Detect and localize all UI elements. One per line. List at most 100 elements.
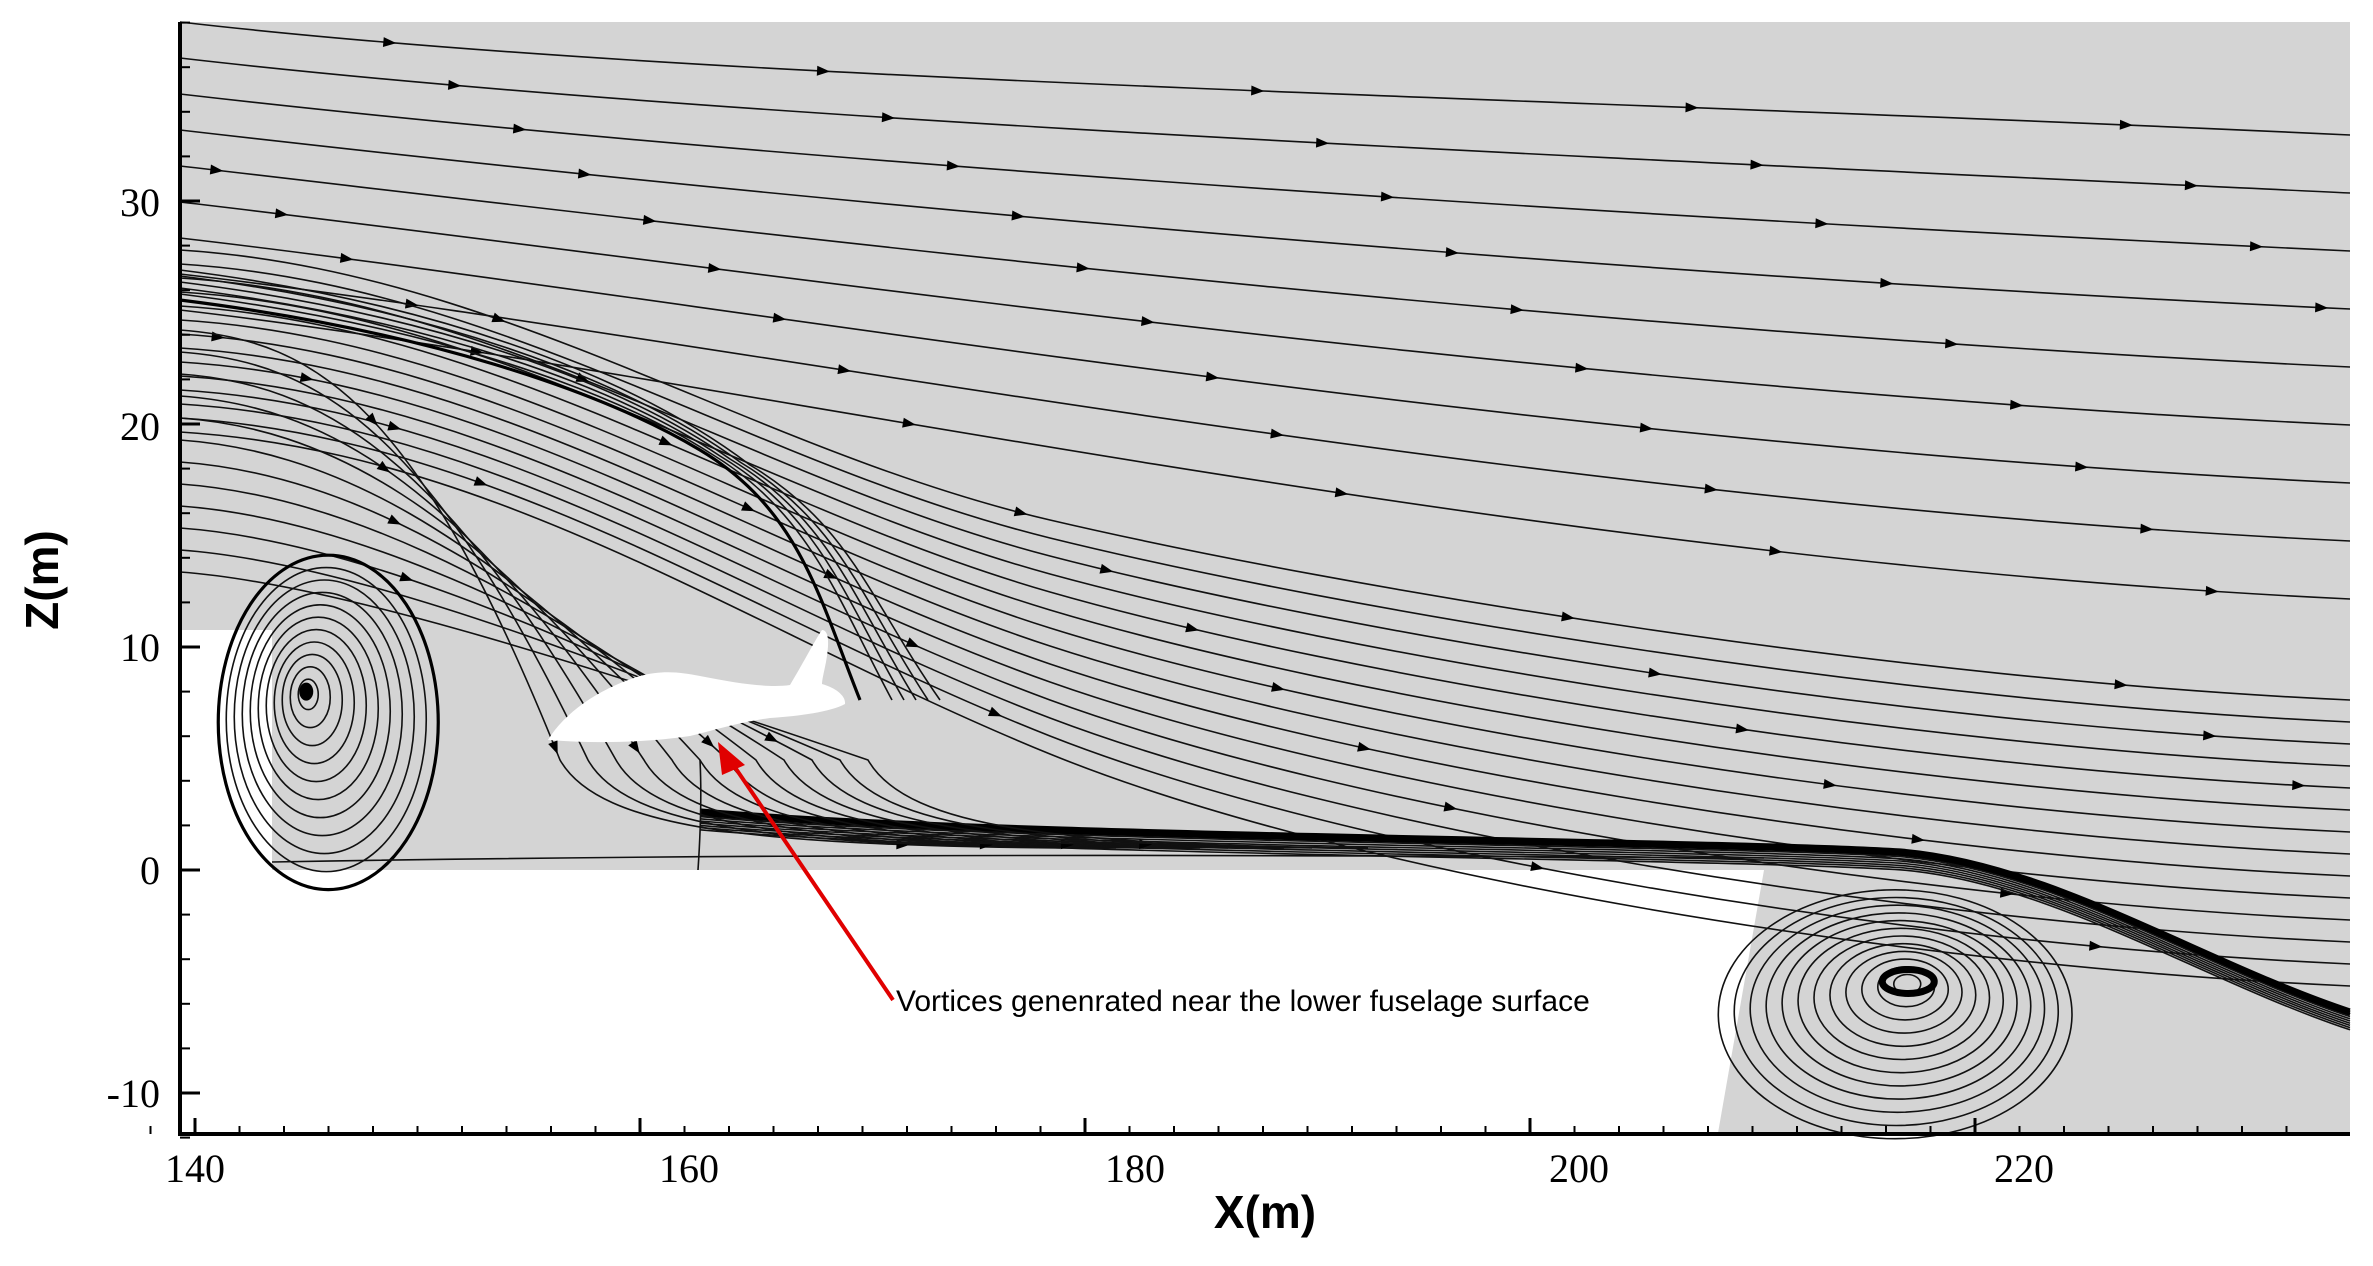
streamline	[179, 269, 941, 701]
stream-arrow	[577, 168, 592, 179]
stream-arrow	[628, 739, 640, 754]
streamline	[179, 291, 2351, 767]
stream-arrow	[1271, 681, 1285, 692]
streamline	[179, 361, 2351, 877]
streamline	[179, 333, 2351, 833]
stream-arrow	[365, 412, 378, 426]
streamline	[179, 329, 1061, 849]
stream-arrow	[1685, 102, 1699, 113]
y-tick-label: 20	[120, 404, 160, 449]
streamline	[179, 571, 1369, 849]
stream-arrow	[2249, 241, 2264, 252]
stream-arrow	[1639, 422, 1654, 433]
stream-arrow	[946, 160, 960, 171]
vortex-loop	[241, 591, 404, 837]
vortex-loop	[273, 641, 356, 765]
vortex-loop	[1765, 912, 2032, 1100]
streamline	[179, 93, 2351, 252]
vortex-loop	[297, 678, 320, 711]
vortex-core	[299, 682, 314, 701]
stream-arrow	[905, 637, 920, 648]
stream-arrow	[274, 208, 289, 219]
streamline	[179, 505, 1285, 849]
streamline	[179, 439, 1201, 849]
vortex-loop	[265, 628, 368, 783]
stream-arrow	[881, 112, 896, 123]
stream-arrow	[491, 312, 506, 323]
streamline	[179, 549, 1341, 849]
streamline	[179, 373, 1117, 849]
x-tick-label: 160	[659, 1146, 719, 1191]
stream-arrow	[473, 476, 488, 486]
stream-arrow	[1750, 159, 1764, 170]
stream-arrow	[1574, 362, 1589, 373]
streamline	[179, 165, 2351, 368]
stream-arrow	[1315, 137, 1330, 148]
vortex-loop	[233, 579, 416, 855]
stream-arrow	[772, 312, 787, 323]
stream-arrow	[707, 262, 722, 273]
stream-arrow	[658, 435, 673, 446]
vortex-core	[1878, 966, 1938, 997]
vortex-loop	[1797, 927, 2005, 1074]
stream-arrow	[1013, 506, 1028, 517]
vortex-loop	[1845, 950, 1963, 1034]
vortex-loop	[1781, 919, 2018, 1087]
stream-arrow	[548, 740, 558, 755]
streamline	[179, 293, 893, 701]
y-tick-label: 10	[120, 625, 160, 670]
stream-arrow	[2292, 780, 2306, 791]
stream-arrow	[1769, 545, 1783, 556]
stream-arrow	[701, 734, 715, 748]
vortex-loop	[257, 616, 380, 801]
y-axis-title: Z(m)	[16, 530, 68, 630]
stream-arrow	[2089, 940, 2103, 951]
stream-arrow	[1099, 563, 1114, 574]
streamlines	[179, 21, 2351, 1140]
stream-arrow	[1380, 191, 1395, 202]
streamline	[179, 263, 2351, 723]
streamline	[179, 281, 917, 701]
stream-arrow	[387, 514, 402, 525]
streamline	[179, 395, 1145, 849]
stream-arrow	[1823, 779, 1837, 789]
streamline	[179, 298, 862, 701]
streamline	[179, 417, 2351, 965]
stream-arrow	[1076, 262, 1090, 273]
vortex-loop	[1861, 958, 1950, 1021]
stream-arrow	[1704, 483, 1718, 494]
vortex-loop	[1717, 888, 2073, 1140]
streamline	[179, 403, 2351, 943]
stream-arrow	[1510, 304, 1524, 315]
x-tick-label: 180	[1105, 1146, 1165, 1191]
stream-arrow	[399, 571, 414, 582]
streamline	[179, 347, 2351, 855]
streamline	[179, 21, 2351, 136]
stream-arrow	[2184, 180, 2198, 191]
streamline	[179, 319, 2351, 811]
stream-arrow	[741, 501, 755, 512]
stream-arrow	[1880, 277, 1894, 288]
streamline	[179, 483, 1257, 849]
stream-arrow	[1445, 247, 1459, 258]
streamline	[271, 854, 1765, 863]
vortex-loop	[216, 553, 440, 892]
stream-arrow	[1648, 667, 1662, 678]
vortex-loop	[1749, 904, 2046, 1114]
streamline	[179, 417, 1173, 849]
vortex-loop	[1813, 935, 1991, 1061]
axes	[178, 22, 2350, 1136]
stream-arrow	[1530, 861, 1545, 872]
streamline	[179, 237, 2351, 484]
stream-arrow	[2315, 302, 2329, 313]
stream-arrow	[1011, 210, 1025, 221]
stream-arrow	[447, 79, 462, 90]
stream-arrow	[902, 417, 916, 428]
stream-arrow	[1185, 622, 1200, 633]
streamline	[699, 810, 2351, 1014]
streamline	[179, 273, 2351, 542]
stream-arrow	[764, 731, 779, 743]
streamline	[179, 351, 1089, 849]
stream-arrow	[1270, 428, 1284, 439]
